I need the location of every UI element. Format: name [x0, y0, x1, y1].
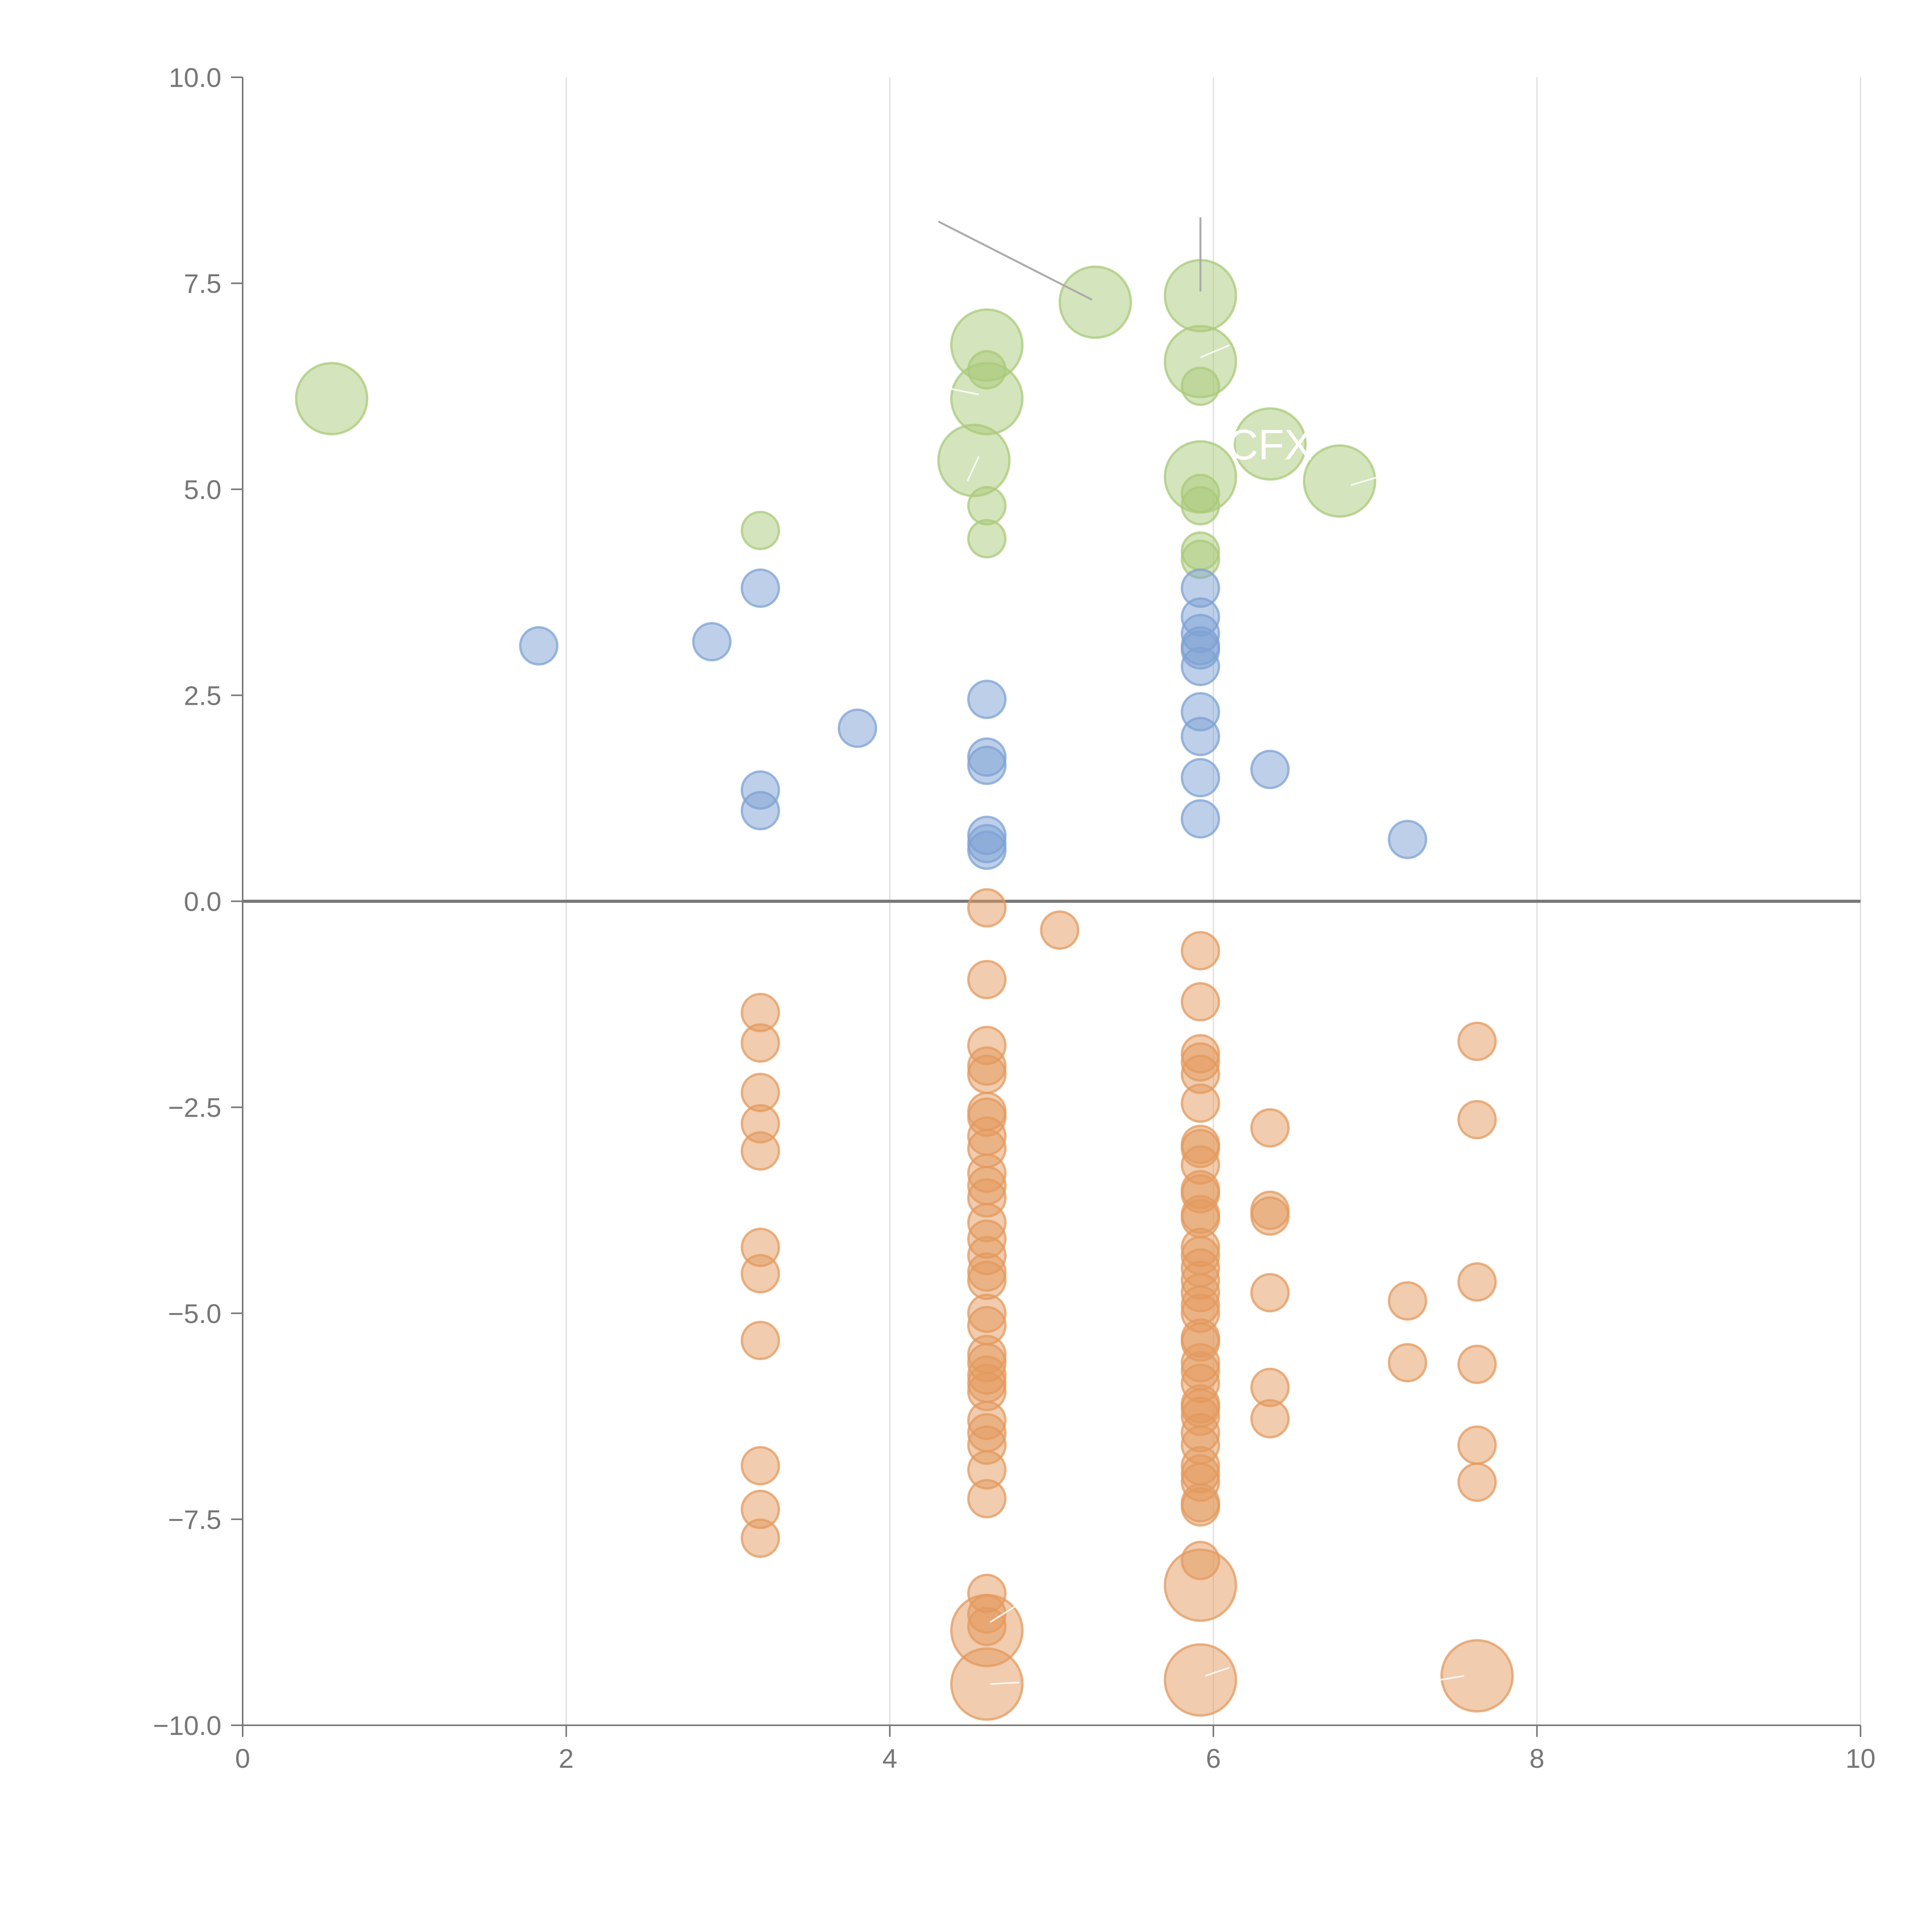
y-tick-label: 5.0 [184, 474, 221, 505]
blue-data-point [1180, 646, 1220, 686]
orange-data-point [1180, 982, 1220, 1022]
green-data-point [950, 362, 1024, 435]
blue-data-point [692, 622, 732, 662]
orange-data-point [1250, 1273, 1290, 1313]
orange-data-point [1457, 1462, 1497, 1502]
green-data-point [1180, 366, 1220, 406]
blue-data-point [1250, 750, 1290, 789]
label-leader-line [1440, 1675, 1464, 1681]
blue-data-point [1180, 799, 1220, 839]
label-leader-line [938, 385, 979, 395]
y-tick-label: 2.5 [184, 680, 221, 711]
green-data-point [937, 423, 1011, 497]
orange-data-point [1250, 1108, 1290, 1148]
point-label: CFX [1228, 421, 1313, 469]
label-leader-line [1205, 1667, 1230, 1677]
orange-data-point [1457, 1425, 1497, 1465]
orange-data-point [967, 888, 1007, 928]
blue-data-point [838, 708, 878, 748]
annotation-line [938, 220, 1093, 301]
green-data-point [1233, 407, 1307, 481]
green-data-point [740, 510, 780, 550]
orange-data-point [1163, 1643, 1237, 1717]
y-tick-label: 0.0 [184, 887, 221, 917]
orange-data-point [967, 1479, 1007, 1519]
label-leader-line [1350, 476, 1379, 486]
blue-data-point [1180, 717, 1220, 756]
blue-data-point [1388, 820, 1427, 859]
y-tick-label: 7.5 [184, 269, 221, 299]
x-tick-label: 2 [559, 1743, 574, 1774]
orange-data-point [1388, 1343, 1427, 1383]
y-tick-label: 10.0 [169, 63, 221, 93]
blue-data-point [967, 745, 1007, 785]
annotation-lines [938, 217, 1464, 1685]
label-leader-line [990, 1605, 1017, 1623]
orange-data-point [740, 1254, 780, 1294]
orange-data-point [1457, 1022, 1497, 1061]
x-tick-label: 8 [1529, 1743, 1544, 1774]
label-leader-line [990, 1682, 1019, 1685]
orange-data-point [1388, 1281, 1427, 1321]
orange-data-point [1040, 910, 1080, 950]
x-tick-label: 10 [1845, 1743, 1876, 1774]
orange-data-point [1457, 1262, 1497, 1302]
green-data-point [967, 486, 1007, 526]
label-leader-line [1200, 344, 1230, 358]
x-tick-label: 4 [882, 1743, 897, 1774]
blue-data-point [740, 568, 780, 608]
x-tick-label: 0 [235, 1743, 250, 1774]
orange-data-point [740, 1321, 780, 1361]
blue-data-point [1180, 758, 1220, 798]
orange-data-point [1163, 1548, 1237, 1622]
data-points [295, 259, 1514, 1721]
point-labels: CFX [1228, 421, 1313, 469]
y-tick-label: −10.0 [153, 1711, 221, 1741]
green-data-point [1180, 486, 1220, 526]
y-tick-label: −7.5 [168, 1505, 221, 1535]
orange-data-point [950, 1647, 1024, 1721]
orange-data-point [967, 1054, 1007, 1094]
orange-data-point [967, 1260, 1007, 1300]
orange-data-point [740, 1131, 780, 1171]
orange-data-point [1457, 1344, 1497, 1384]
blue-data-point [967, 680, 1007, 719]
orange-data-point [1180, 1487, 1220, 1527]
y-tick-label: −2.5 [168, 1093, 221, 1123]
orange-data-point [1180, 931, 1220, 971]
blue-data-point [740, 791, 780, 830]
orange-data-point [1250, 1399, 1290, 1439]
orange-data-point [1457, 1100, 1497, 1139]
orange-data-point [1440, 1639, 1514, 1713]
orange-data-point [1250, 1196, 1290, 1236]
blue-data-point [967, 830, 1007, 870]
x-tick-label: 6 [1206, 1743, 1221, 1774]
green-data-point [1058, 265, 1132, 339]
orange-data-point [740, 1518, 780, 1558]
y-tick-label: −5.0 [168, 1299, 221, 1329]
orange-data-point [1180, 1083, 1220, 1123]
label-leader-line [966, 456, 980, 481]
axes: 0 2 4 6 8 10 10.0 7.5 5.0 2.5 0.0 −2.5 −5.0 −7.5 −10.0 [153, 63, 1876, 1774]
green-data-point [967, 519, 1007, 559]
orange-data-point [740, 1446, 780, 1486]
blue-data-point [519, 626, 559, 666]
green-data-point [1303, 444, 1376, 518]
orange-data-point [967, 960, 1007, 1000]
green-data-point [295, 362, 369, 435]
orange-data-point [740, 1023, 780, 1063]
